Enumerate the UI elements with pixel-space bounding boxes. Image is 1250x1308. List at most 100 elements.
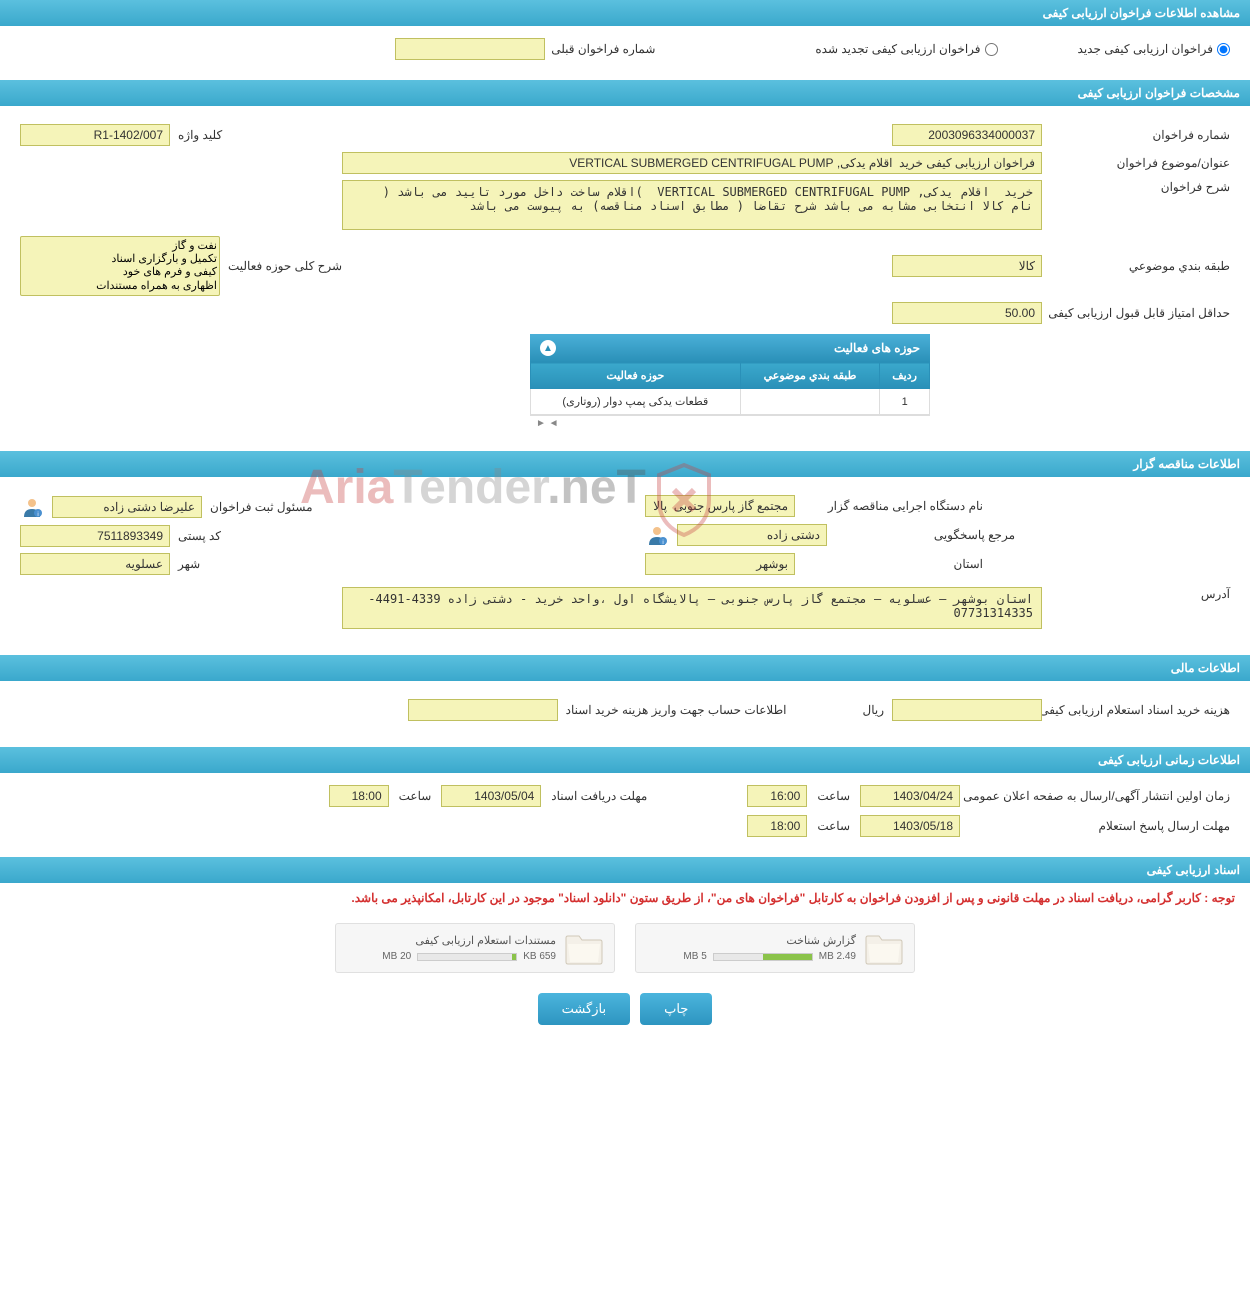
city-input[interactable] <box>20 553 170 575</box>
category-input[interactable] <box>892 255 1042 277</box>
contact-input[interactable] <box>677 524 827 546</box>
account-label: اطلاعات حساب جهت واریز هزینه خرید اسناد <box>566 703 787 717</box>
publish-label: زمان اولین انتشار آگهی/ارسال به صفحه اعل… <box>970 789 1230 803</box>
file-max-size: 20 MB <box>382 951 411 962</box>
address-label: آدرس <box>1050 587 1230 601</box>
registrar-label: مسئول ثبت فراخوان <box>210 500 313 514</box>
publish-date-input[interactable] <box>860 785 960 807</box>
scope-option[interactable]: تکمیل و بارگزاری اسناد <box>23 252 217 265</box>
svg-text:i: i <box>662 540 663 546</box>
size-bar <box>713 953 813 961</box>
min-score-label: حداقل امتیاز قابل قبول ارزیابی کیفی <box>1050 306 1230 320</box>
radio-new-input[interactable] <box>1217 43 1230 56</box>
file-name: مستندات استعلام ارزیابی کیفی <box>346 934 556 947</box>
tenderer-section-header: اطلاعات مناقصه گزار <box>0 451 1250 477</box>
receive-date-input[interactable] <box>441 785 541 807</box>
prev-number-label: شماره فراخوان قبلی <box>551 42 655 56</box>
docs-section-title: اسناد ارزیابی کیفی <box>1147 863 1240 877</box>
notice-text: توجه : کاربر گرامی، دریافت اسناد در مهلت… <box>0 883 1250 913</box>
receive-label: مهلت دریافت اسناد <box>551 789 647 803</box>
org-input[interactable] <box>645 495 795 517</box>
contact-label: مرجع پاسخگویی <box>835 528 1015 542</box>
receive-time-input[interactable] <box>329 785 389 807</box>
collapse-icon[interactable]: ▲ <box>540 340 556 356</box>
activity-column-header: حوزه فعالیت <box>531 363 741 389</box>
file-item[interactable]: گزارش شناخت 2.49 MB 5 MB <box>635 923 915 973</box>
radio-new-label: فراخوان ارزیابی کیفی جدید <box>1078 42 1213 56</box>
timing-section-body: زمان اولین انتشار آگهی/ارسال به صفحه اعل… <box>0 773 1250 849</box>
keyword-input[interactable] <box>20 124 170 146</box>
call-number-label: شماره فراخوان <box>1050 128 1230 142</box>
spec-section-title: مشخصات فراخوان ارزیابی کیفی <box>1078 86 1240 100</box>
org-label: نام دستگاه اجرایی مناقصه گزار <box>803 499 983 513</box>
province-input[interactable] <box>645 553 795 575</box>
docs-section-header: اسناد ارزیابی کیفی <box>0 857 1250 883</box>
account-input[interactable] <box>408 699 558 721</box>
keyword-label: کلید واژه <box>178 128 222 142</box>
activity-column-header: ردیف <box>880 363 930 389</box>
folder-icon <box>564 930 604 966</box>
registrar-input[interactable] <box>52 496 202 518</box>
city-label: شهر <box>178 557 200 571</box>
tenderer-section-title: اطلاعات مناقصه گزار <box>1133 457 1240 471</box>
province-label: استان <box>803 557 983 571</box>
reply-date-input[interactable] <box>860 815 960 837</box>
financial-section-title: اطلاعات مالی <box>1171 661 1240 675</box>
scope-select[interactable]: نفت و گازتکمیل و بارگزاری اسنادکیفی و فر… <box>20 236 220 296</box>
spec-section-header: مشخصات فراخوان ارزیابی کیفی <box>0 80 1250 106</box>
postal-input[interactable] <box>20 525 170 547</box>
radio-new-call[interactable]: فراخوان ارزیابی کیفی جدید <box>1078 42 1230 56</box>
desc-label: شرح فراخوان <box>1050 180 1230 194</box>
table-cell: 1 <box>880 389 930 415</box>
publish-time-input[interactable] <box>747 785 807 807</box>
activities-panel: حوزه های فعالیت ▲ ردیفطبقه بندي موضوعيحو… <box>530 334 930 431</box>
reply-time-input[interactable] <box>747 815 807 837</box>
file-current-size: 659 KB <box>523 951 556 962</box>
back-button[interactable]: بازگشت <box>538 993 630 1025</box>
call-number-input[interactable] <box>892 124 1042 146</box>
radio-renewed-input[interactable] <box>985 43 998 56</box>
type-selection-section: فراخوان ارزیابی کیفی جدید فراخوان ارزیاب… <box>0 26 1250 72</box>
radio-renewed-call[interactable]: فراخوان ارزیابی کیفی تجدید شده <box>815 42 997 56</box>
activities-title: حوزه های فعالیت <box>834 341 920 355</box>
currency-label: ریال <box>862 703 884 717</box>
table-cell: قطعات یدکی پمپ دوار (روتاری) <box>531 389 741 415</box>
file-row: گزارش شناخت 2.49 MB 5 MB مستندات استعلام ار… <box>0 923 1250 973</box>
prev-number-input[interactable] <box>395 38 545 60</box>
postal-label: کد پستی <box>178 529 221 543</box>
button-row: چاپ بازگشت <box>0 993 1250 1025</box>
timing-section-title: اطلاعات زمانی ارزیابی کیفی <box>1098 753 1240 767</box>
buy-cost-input[interactable] <box>892 699 1042 721</box>
time-label-2: ساعت <box>399 789 432 803</box>
buy-cost-label: هزینه خرید اسناد استعلام ارزیابی کیفی <box>1050 703 1230 717</box>
financial-section-body: هزینه خرید اسناد استعلام ارزیابی کیفی ری… <box>0 681 1250 739</box>
scope-option[interactable]: اظهاری به همراه مستندات <box>23 279 217 292</box>
scroll-hint: ◄ ► <box>530 415 930 431</box>
radio-renewed-label: فراخوان ارزیابی کیفی تجدید شده <box>815 42 980 56</box>
file-name: گزارش شناخت <box>646 934 856 947</box>
activity-column-header: طبقه بندي موضوعي <box>740 363 880 389</box>
print-button[interactable]: چاپ <box>640 993 712 1025</box>
file-item[interactable]: مستندات استعلام ارزیابی کیفی 659 KB 20 MB <box>335 923 615 973</box>
page-title: مشاهده اطلاعات فراخوان ارزیابی کیفی <box>1043 6 1240 20</box>
time-label-1: ساعت <box>817 789 850 803</box>
scope-option[interactable]: نفت و گاز <box>23 239 217 252</box>
table-row: 1 قطعات یدکی پمپ دوار (روتاری) <box>531 389 930 415</box>
scope-label: شرح کلی حوزه فعالیت <box>228 259 342 273</box>
spec-section-body: شماره فراخوان کلید واژه عنوان/موضوع فراخ… <box>0 106 1250 443</box>
size-bar <box>417 953 517 961</box>
subject-label: عنوان/موضوع فراخوان <box>1050 156 1230 170</box>
time-label-3: ساعت <box>817 819 850 833</box>
file-current-size: 2.49 MB <box>819 951 856 962</box>
file-max-size: 5 MB <box>683 951 706 962</box>
reply-label: مهلت ارسال پاسخ استعلام <box>970 819 1230 833</box>
address-textarea[interactable] <box>342 587 1042 629</box>
desc-textarea[interactable] <box>342 180 1042 230</box>
svg-text:i: i <box>37 512 38 518</box>
scope-option[interactable]: کیفی و فرم های خود <box>23 265 217 278</box>
subject-input[interactable] <box>342 152 1042 174</box>
folder-icon <box>864 930 904 966</box>
min-score-input[interactable] <box>892 302 1042 324</box>
financial-section-header: اطلاعات مالی <box>0 655 1250 681</box>
activities-table: ردیفطبقه بندي موضوعيحوزه فعالیت 1 قطعات ی… <box>530 362 930 415</box>
